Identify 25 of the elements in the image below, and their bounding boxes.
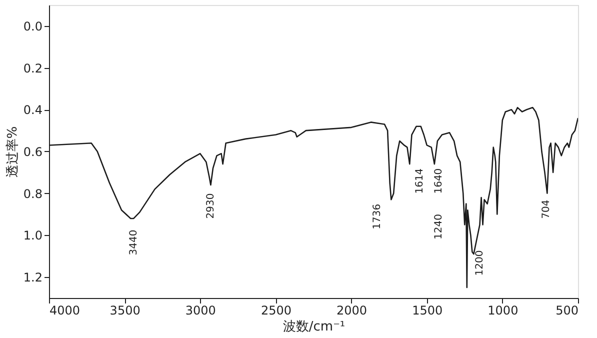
- annotation: 1736: [372, 204, 384, 230]
- x-tick-label: 2000: [336, 304, 368, 318]
- y-tick-label: 0.0: [23, 19, 42, 34]
- y-tick-label: 0.2: [23, 61, 42, 76]
- x-tick-label: 1500: [412, 304, 443, 318]
- y-tick-label: 0.8: [23, 186, 42, 201]
- y-axis-title: 透过率%: [4, 126, 20, 178]
- annotation: 704: [541, 200, 552, 219]
- y-tick-label: 1.2: [23, 270, 42, 285]
- y-tick-label: 1.0: [23, 228, 42, 243]
- annotation: 3440: [128, 230, 140, 256]
- x-axis-title: 波数/cm⁻¹: [282, 320, 346, 334]
- x-tick-label: 3500: [110, 304, 140, 318]
- annotation: 1200: [474, 250, 486, 276]
- annotation: 1240: [434, 214, 445, 240]
- annotation: 2930: [206, 193, 217, 219]
- y-tick-label: 0.6: [23, 145, 42, 159]
- annotation: 1614: [414, 168, 426, 194]
- x-tick-label: 500: [556, 304, 578, 318]
- x-tick-label: 4000: [50, 304, 80, 318]
- x-tick-label: 3000: [185, 304, 216, 318]
- annotation: 1640: [433, 168, 444, 194]
- y-tick-label: 0.4: [23, 103, 42, 118]
- x-tick-label: 2500: [260, 304, 292, 318]
- x-tick-label: 1000: [488, 304, 518, 318]
